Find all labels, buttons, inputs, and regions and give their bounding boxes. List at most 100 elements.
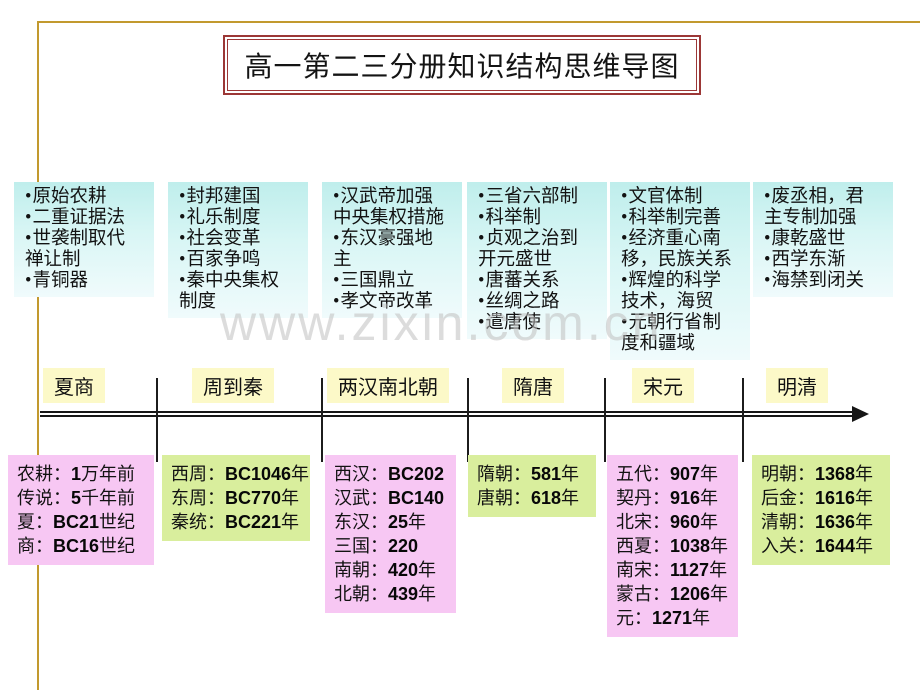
date-label: 清朝： [761,512,815,532]
knowledge-point: •科举制 [478,208,596,229]
bullet-icon: • [764,271,771,291]
date-suffix: 年 [281,512,300,532]
date-label: 秦统： [171,512,225,532]
bullet-icon: • [179,208,186,228]
bullet-icon: • [764,229,771,249]
date-line: 传说：5千年前 [17,486,145,510]
date-suffix: 世纪 [99,536,136,556]
knowledge-point: •科举制完善 [621,208,739,229]
date-line: 北宋：960年 [616,510,729,534]
knowledge-point-text: 贞观之治到开元盛世 [478,229,578,270]
date-line: 隋朝：581年 [477,462,587,486]
bullet-icon: • [25,229,32,249]
knowledge-point-text: 西学东渐 [771,250,846,270]
date-value: 581 [531,464,562,484]
date-line: 西汉：BC202 [334,462,447,486]
date-suffix: 年 [710,584,729,604]
knowledge-point: •经济重心南移，民族关系 [621,229,739,271]
date-label: 入关： [761,536,815,556]
bullet-icon: • [25,271,32,291]
title-inner-border: 高一第二三分册知识结构思维导图 [227,39,697,91]
date-line: 五代：907年 [616,462,729,486]
date-line: 三国：220 [334,534,447,558]
date-value: 1038 [670,536,711,556]
dates-box-lianghan: 西汉：BC202 汉武：BC140 东汉：25年 三国：220 南朝：420年 … [325,455,456,613]
date-value: 960 [670,512,701,532]
date-line: 后金：1616年 [761,486,881,510]
date-suffix: 世纪 [99,512,136,532]
bullet-icon: • [333,187,340,207]
date-line: 北朝：439年 [334,582,447,606]
date-suffix: 年 [855,464,874,484]
date-label: 元： [616,608,652,628]
knowledge-point-text: 原始农耕 [32,187,107,207]
knowledge-point-text: 辉煌的科学技术，海贸 [621,271,721,312]
period-label-xiashang: 夏商 [43,368,105,403]
date-value: BC21 [53,512,100,532]
date-value: 1 [71,464,82,484]
date-value: BC140 [388,488,445,508]
date-label: 明朝： [761,464,815,484]
date-label: 东周： [171,488,225,508]
date-value: 1127 [670,560,710,580]
slide-border-top [37,21,920,23]
knowledge-point-text: 文官体制 [628,187,703,207]
period-label-songyuan: 宋元 [632,368,694,403]
date-suffix: 年 [408,512,427,532]
dates-box-suitang: 隋朝：581年 唐朝：618年 [468,455,596,517]
date-line: 清朝：1636年 [761,510,881,534]
date-value: BC770 [225,488,282,508]
date-value: 220 [388,536,419,556]
date-suffix: 年 [700,512,719,532]
knowledge-point: •孝文帝改革 [333,292,451,313]
slide-border-left [37,21,39,690]
date-label: 西汉： [334,464,388,484]
bullet-icon: • [179,271,186,291]
date-line: 南宋：1127年 [616,558,729,582]
knowledge-point-text: 唐蕃关系 [485,271,560,291]
date-value: 25 [388,512,409,532]
knowledge-point: •社会变革 [179,229,297,250]
date-value: 1206 [670,584,711,604]
knowledge-point-text: 经济重心南移，民族关系 [621,229,733,270]
knowledge-point-text: 科举制 [485,208,541,228]
date-suffix: 年 [561,488,580,508]
knowledge-point-text: 社会变革 [186,229,261,249]
date-suffix: 年 [561,464,580,484]
knowledge-box-lianghan: •汉武帝加强中央集权措施 •东汉豪强地主 •三国鼎立 •孝文帝改革 [322,182,462,318]
knowledge-box-zhoudaoqin: •封邦建国 •礼乐制度 •社会变革 •百家争鸣 •秦中央集权制度 [168,182,308,318]
bullet-icon: • [478,229,485,249]
knowledge-point-text: 孝文帝改革 [340,292,433,312]
page-title: 高一第二三分册知识结构思维导图 [244,52,680,83]
date-value: 1636 [815,512,856,532]
bullet-icon: • [25,187,32,207]
knowledge-point: •封邦建国 [179,187,297,208]
dates-box-songyuan: 五代：907年 契丹：916年 北宋：960年 西夏：1038年 南宋：1127… [607,455,738,637]
bullet-icon: • [179,250,186,270]
date-label: 北朝： [334,584,388,604]
date-suffix: 年 [855,488,874,508]
bullet-icon: • [333,271,340,291]
knowledge-point: •元朝行省制度和疆域 [621,313,739,355]
knowledge-point: •礼乐制度 [179,208,297,229]
date-suffix: 年 [710,536,729,556]
date-line: 秦统：BC221年 [171,510,301,534]
date-value: 5 [71,488,82,508]
date-label: 传说： [17,488,71,508]
date-line: 南朝：420年 [334,558,447,582]
knowledge-point: •文官体制 [621,187,739,208]
date-line: 夏：BC21世纪 [17,510,145,534]
bullet-icon: • [764,187,771,207]
knowledge-point-text: 科举制完善 [628,208,721,228]
knowledge-point: •康乾盛世 [764,229,882,250]
knowledge-point-text: 丝绸之路 [485,292,560,312]
date-label: 西夏： [616,536,670,556]
period-label-mingqing: 明清 [766,368,828,403]
bullet-icon: • [179,229,186,249]
date-suffix: 年 [709,560,728,580]
knowledge-point-text: 遣唐使 [485,313,541,333]
date-line: 入关：1644年 [761,534,881,558]
bullet-icon: • [478,208,485,228]
date-value: 1368 [815,464,856,484]
knowledge-point: •秦中央集权制度 [179,271,297,313]
